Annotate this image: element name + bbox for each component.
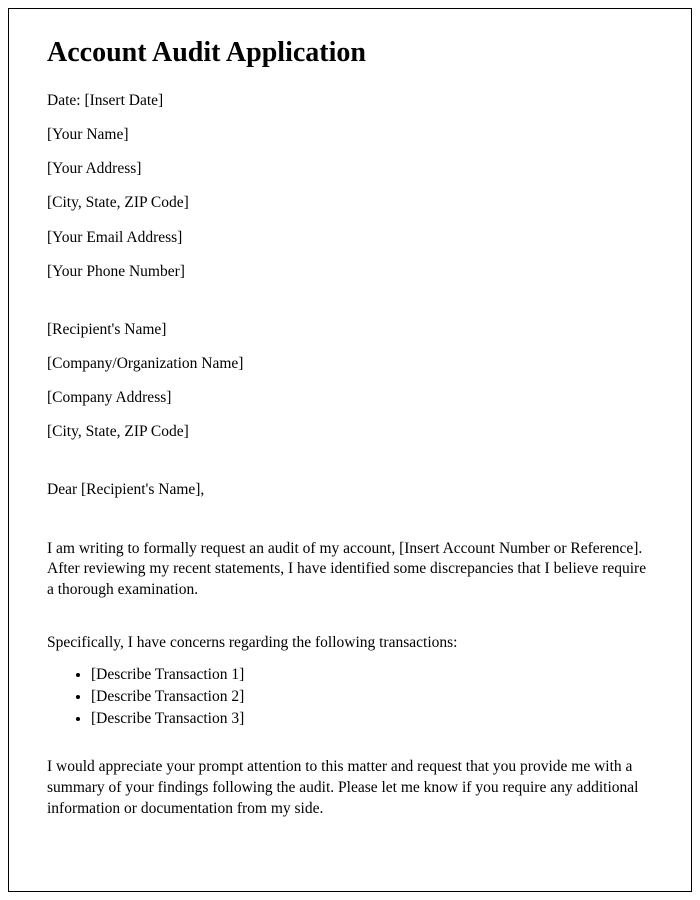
recipient-name: [Recipient's Name] [47, 320, 653, 340]
recipient-address: [Company Address] [47, 388, 653, 408]
sender-email: [Your Email Address] [47, 228, 653, 248]
sender-phone: [Your Phone Number] [47, 262, 653, 282]
body-paragraph-2: Specifically, I have concerns regarding … [47, 633, 653, 654]
body-paragraph-3: I would appreciate your prompt attention… [47, 757, 653, 820]
sender-city-state-zip: [City, State, ZIP Code] [47, 193, 653, 213]
section-gap [47, 515, 653, 539]
date-line: Date: [Insert Date] [47, 91, 653, 111]
sender-address: [Your Address] [47, 159, 653, 179]
section-gap [47, 609, 653, 633]
section-gap [47, 296, 653, 320]
recipient-company: [Company/Organization Name] [47, 354, 653, 374]
salutation: Dear [Recipient's Name], [47, 480, 653, 500]
recipient-city-state-zip: [City, State, ZIP Code] [47, 422, 653, 442]
document-title: Account Audit Application [47, 37, 653, 69]
transactions-list: [Describe Transaction 1] [Describe Trans… [47, 664, 653, 729]
list-item: [Describe Transaction 2] [91, 686, 653, 708]
section-gap [47, 456, 653, 480]
body-paragraph-1: I am writing to formally request an audi… [47, 539, 653, 602]
section-gap [47, 733, 653, 757]
list-item: [Describe Transaction 3] [91, 708, 653, 730]
document-page: Account Audit Application Date: [Insert … [8, 8, 692, 892]
list-item: [Describe Transaction 1] [91, 664, 653, 686]
sender-name: [Your Name] [47, 125, 653, 145]
